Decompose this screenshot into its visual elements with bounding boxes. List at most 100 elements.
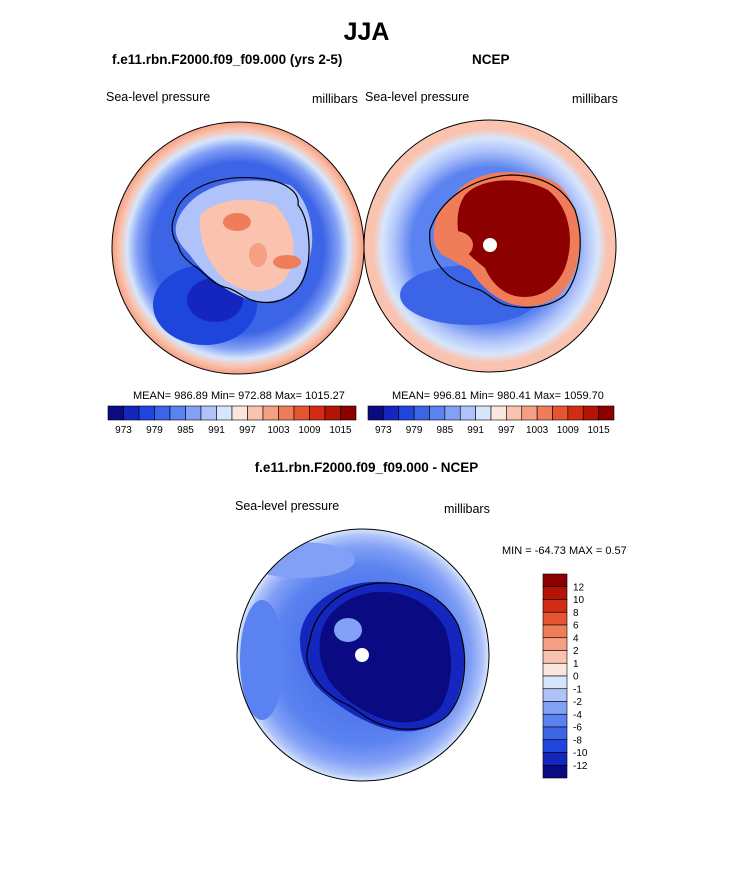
colorbar-model-slp-tick-label: 973 — [115, 425, 132, 436]
colorbar-ncep-slp-tick-label: 991 — [467, 425, 484, 436]
colorbar-difference-slp-swatch — [542, 688, 568, 702]
colorbar-model-slp-swatch — [324, 405, 341, 421]
colorbar-ncep-slp-tick-label: 979 — [406, 425, 423, 436]
map-ncep-slp-border — [363, 119, 617, 373]
colorbar-model-slp-swatch — [247, 405, 264, 421]
colorbar-ncep-slp: 973 979 985 991 997 1003 1009 1015 — [367, 405, 615, 436]
colorbar-ncep-slp-swatch — [582, 405, 599, 421]
colorbar-model-slp-swatch — [169, 405, 186, 421]
colorbar-ncep-slp-tick-label: 985 — [437, 425, 454, 436]
colorbar-ncep-slp-swatch — [398, 405, 415, 421]
panel-1-stats: MEAN= 986.89 Min= 972.88 Max= 1015.27 — [133, 390, 345, 402]
colorbar-difference-slp-swatch — [542, 764, 568, 779]
colorbar-difference-slp-tick-label: 1 — [573, 659, 579, 670]
colorbar-difference-slp-tick-label: -10 — [573, 748, 588, 759]
colorbar-ncep-slp-tick-label: 973 — [375, 425, 392, 436]
colorbar-difference-slp-tick-label: 8 — [573, 608, 579, 619]
colorbar-ncep-slp-swatch — [536, 405, 553, 421]
colorbar-difference-slp-swatch — [542, 624, 568, 639]
colorbar-ncep-slp-tick-label: 997 — [498, 425, 515, 436]
colorbar-ncep-slp-swatch — [490, 405, 507, 421]
colorbar-model-slp-swatch — [138, 405, 155, 421]
colorbar-difference-slp-tick-label: -1 — [573, 684, 582, 695]
colorbar-model-slp-swatch — [293, 405, 310, 421]
colorbar-difference-slp-swatch — [542, 573, 568, 588]
panel-3-variable-label: Sea-level pressure — [235, 499, 340, 513]
map-model-slp — [112, 122, 364, 374]
colorbar-difference-slp-tick-label: -4 — [573, 710, 582, 721]
panel-3-title: f.e11.rbn.F2000.f09_f09.000 - NCEP — [254, 460, 479, 475]
colorbar-difference-slp-tick-label: 2 — [573, 646, 579, 657]
panel-1-title: f.e11.rbn.F2000.f09_f09.000 (yrs 2-5) — [112, 52, 343, 67]
panel-1-variable-label: Sea-level pressure — [106, 90, 211, 104]
panel-2-units-label: millibars — [572, 92, 618, 106]
colorbar-model-slp-swatch — [123, 405, 140, 421]
colorbar-difference-slp-tick-label: 4 — [573, 633, 579, 644]
colorbar-model-slp-swatch — [154, 405, 171, 421]
colorbar-model-slp-swatch — [107, 405, 124, 421]
panel-3-stats: MIN = -64.73 MAX = 0.57 — [502, 545, 627, 557]
colorbar-ncep-slp-swatch — [567, 405, 584, 421]
colorbar-difference-slp-tick-label: -12 — [573, 761, 588, 772]
colorbar-model-slp-swatch — [231, 405, 248, 421]
colorbar-ncep-slp-swatch — [429, 405, 446, 421]
panel-2-title: NCEP — [472, 52, 510, 67]
colorbar-model-slp-swatch — [216, 405, 233, 421]
colorbar-ncep-slp-swatch — [506, 405, 523, 421]
colorbar-model-slp-tick-label: 991 — [208, 425, 225, 436]
colorbar-model-slp-tick-label: 997 — [239, 425, 256, 436]
colorbar-difference-slp-tick-label: 0 — [573, 672, 579, 683]
colorbar-difference-slp-swatch — [542, 650, 568, 664]
colorbar-ncep-slp-swatch — [459, 405, 476, 421]
colorbar-difference-slp-swatch — [542, 599, 568, 613]
panel-2-variable-label: Sea-level pressure — [365, 90, 470, 104]
figure-title: JJA — [343, 18, 390, 46]
colorbar-difference-slp-swatch — [542, 713, 568, 728]
colorbar-model-slp-swatch — [185, 405, 202, 421]
colorbar-model-slp-swatch — [340, 405, 357, 421]
colorbar-difference-slp-tick-label: -2 — [573, 697, 582, 708]
colorbar-ncep-slp-tick-label: 1009 — [557, 425, 580, 436]
colorbar-ncep-slp-swatch — [521, 405, 538, 421]
colorbar-model-slp: 973 979 985 991 997 1003 1009 1015 — [107, 405, 357, 436]
panel-3-units-label: millibars — [444, 502, 490, 516]
colorbar-ncep-slp-swatch — [413, 405, 430, 421]
colorbar-model-slp-tick-label: 1009 — [298, 425, 321, 436]
colorbar-model-slp-tick-label: 985 — [177, 425, 194, 436]
colorbar-difference-slp-swatch — [542, 726, 568, 741]
map-ncep-slp — [364, 120, 616, 372]
colorbar-difference-slp-tick-label: -8 — [573, 735, 582, 746]
colorbar-difference-slp-swatch — [542, 675, 568, 690]
colorbar-difference-slp-tick-label: 10 — [573, 595, 585, 606]
colorbar-difference-slp-swatch — [542, 586, 568, 600]
colorbar-difference-slp-swatch — [542, 701, 568, 715]
colorbar-difference-slp-tick-label: 6 — [573, 621, 579, 632]
colorbar-difference-slp-swatch — [542, 739, 568, 753]
colorbar-difference-slp-swatch — [542, 637, 568, 651]
colorbar-ncep-slp-swatch — [598, 405, 615, 421]
map-difference-slp-border — [236, 528, 490, 782]
colorbar-ncep-slp-swatch — [475, 405, 492, 421]
colorbar-ncep-slp-tick-label: 1015 — [588, 425, 611, 436]
colorbar-model-slp-tick-label: 979 — [146, 425, 163, 436]
colorbar-difference-slp-swatch — [542, 611, 568, 626]
colorbar-ncep-slp-swatch — [444, 405, 461, 421]
colorbar-difference-slp-swatch — [542, 752, 568, 766]
colorbar-model-slp-tick-label: 1015 — [329, 425, 352, 436]
colorbar-ncep-slp-swatch — [552, 405, 569, 421]
colorbar-difference-slp-tick-label: -6 — [573, 723, 582, 734]
panel-2-stats: MEAN= 996.81 Min= 980.41 Max= 1059.70 — [392, 390, 604, 402]
colorbar-model-slp-swatch — [309, 405, 326, 421]
colorbar-ncep-slp-tick-label: 1003 — [526, 425, 549, 436]
colorbar-ncep-slp-swatch — [367, 405, 384, 421]
map-difference-slp — [237, 529, 489, 781]
panel-1-units-label: millibars — [312, 92, 358, 106]
colorbar-model-slp-tick-label: 1003 — [267, 425, 290, 436]
colorbar-model-slp-swatch — [262, 405, 279, 421]
colorbar-difference-slp-swatch — [542, 662, 568, 677]
colorbar-model-slp-swatch — [200, 405, 217, 421]
colorbar-ncep-slp-swatch — [383, 405, 400, 421]
colorbar-difference-slp-tick-label: 12 — [573, 582, 585, 593]
